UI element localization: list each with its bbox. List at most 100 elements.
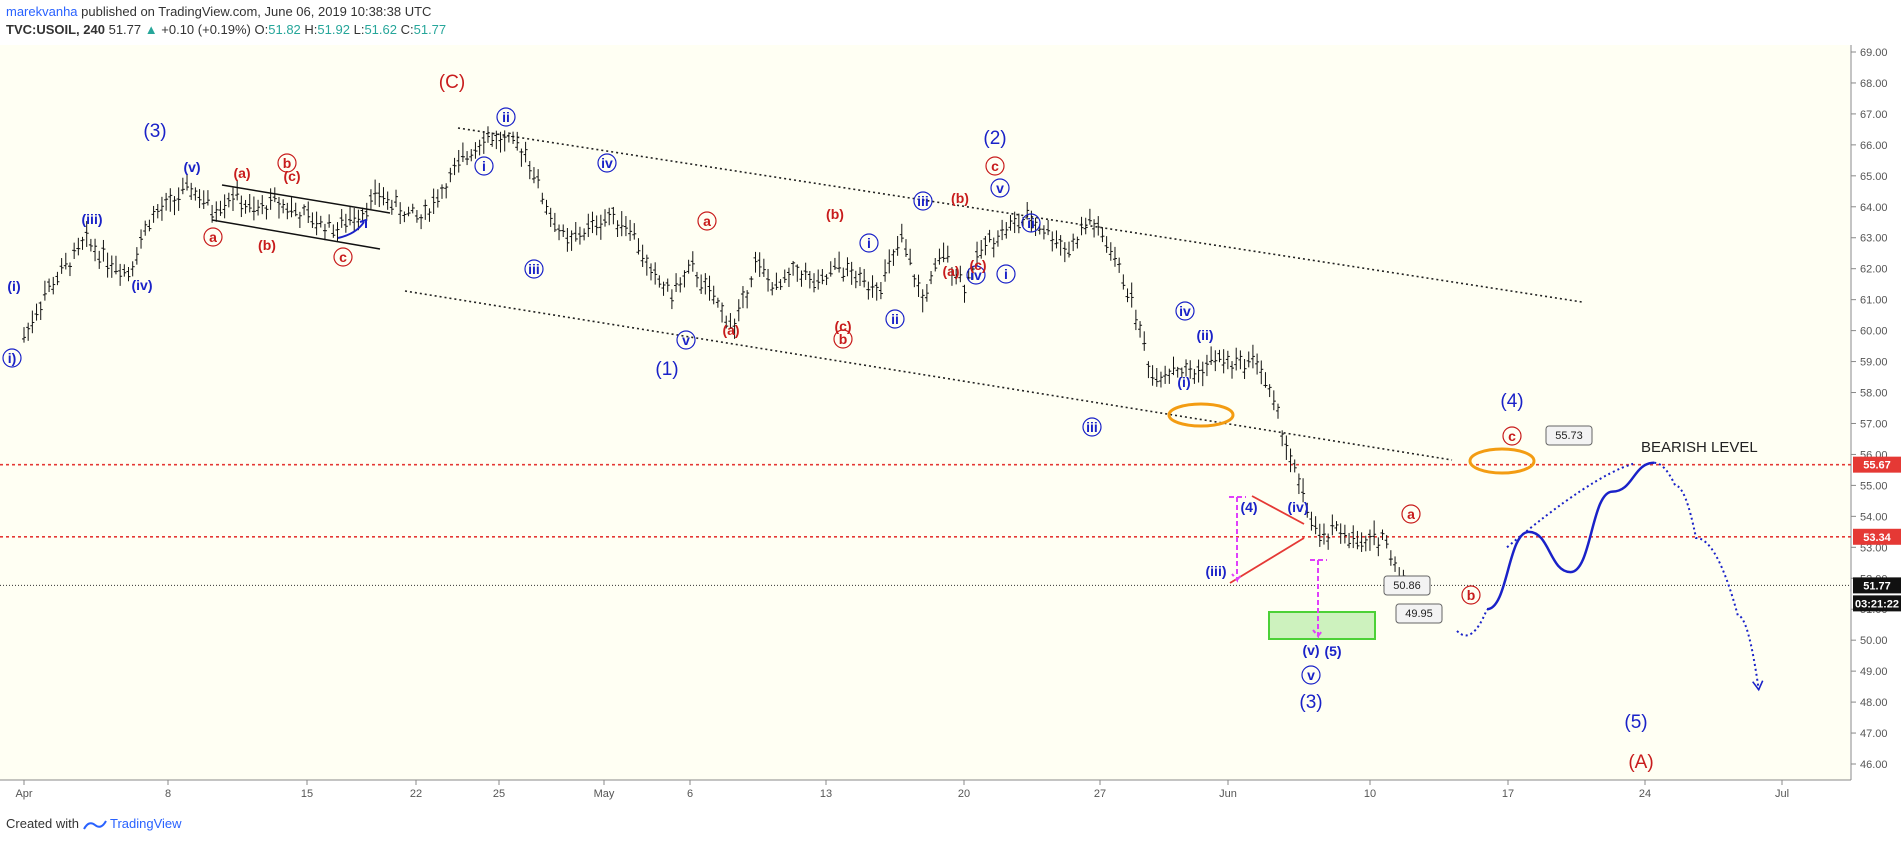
- wave-circle-blue: [524, 259, 544, 279]
- high-value: 51.92: [317, 22, 350, 37]
- wave-label-blue: (2): [983, 128, 1006, 149]
- wave-label-red: a: [1407, 506, 1415, 522]
- callout-label: 49.95: [1405, 608, 1433, 620]
- time-tick-label: 17: [1502, 788, 1514, 800]
- close-value: 51.77: [413, 22, 447, 37]
- time-axis[interactable]: Apr 8 15 22 25 May 6 13 20 27 Jun 10 17 24 Jul: [0, 779, 1851, 800]
- time-tick-label: Jun: [1219, 788, 1237, 800]
- wave-label-blue: (i): [1177, 374, 1190, 390]
- wave-label-red: (c): [834, 318, 851, 334]
- projection-path: [1456, 461, 1764, 692]
- price-tick-label: 66.00: [1860, 140, 1888, 152]
- price-tick-label: 58.00: [1860, 388, 1888, 400]
- wave-label-red: (b): [258, 237, 276, 253]
- trend-drawings: [211, 127, 1583, 584]
- wave-label-blue: v: [1307, 667, 1315, 683]
- price-tick-label: 60.00: [1860, 326, 1888, 338]
- candlestick-series: [22, 126, 1406, 595]
- chart-header: marekvanha published on TradingView.com,…: [6, 3, 446, 37]
- wave-label-blue: iv: [970, 267, 982, 283]
- wave-label-red: (a): [722, 322, 739, 338]
- wave-label-red: (a): [233, 165, 250, 181]
- wave-circle-red: [277, 153, 297, 173]
- created-with: Created with: [6, 816, 79, 831]
- price-tick-label: 46.00: [1860, 759, 1888, 771]
- wave-label-red: (c): [283, 168, 300, 184]
- price-tick-label: 63.00: [1860, 233, 1888, 245]
- measure-arrow-right: [1310, 559, 1327, 639]
- price-tick-label: 68.00: [1860, 78, 1888, 90]
- time-tick-label: 13: [820, 788, 832, 800]
- wave-circle-blue: [1021, 213, 1041, 233]
- flag-upper-line: [221, 184, 391, 214]
- wave-circle-red: [1502, 426, 1522, 446]
- wave-label-blue: (ii): [1196, 327, 1213, 343]
- wave-label-blue: (5): [1324, 643, 1341, 659]
- wave-circle-blue: [990, 178, 1010, 198]
- wave-label-blue: (iv): [132, 277, 153, 293]
- projection-lead-dotted: [1456, 608, 1488, 637]
- wave-label-red: (A): [1628, 752, 1653, 773]
- price-tick-label: 69.00: [1860, 47, 1888, 59]
- wave-circle-blue: [1082, 417, 1102, 437]
- time-tick-label: 27: [1094, 788, 1106, 800]
- tradingview-logo-icon: [82, 816, 110, 831]
- wave-label-blue: i: [482, 158, 486, 174]
- time-tick-label: 24: [1639, 788, 1651, 800]
- tradingview-link[interactable]: TradingView: [110, 816, 182, 831]
- wave-labels: (3) (4) (5) (1) (2) (3) (4) (5) (i) i) (iii) (iv) (v…: [2, 72, 1654, 773]
- wave-label-red: c: [991, 158, 999, 174]
- wave-circle-red: [1461, 585, 1481, 605]
- price-tick-label: 49.00: [1860, 666, 1888, 678]
- wave-label-blue: i: [867, 235, 871, 251]
- measure-arrow-left: [1229, 496, 1246, 583]
- wave-circle-blue: [1301, 665, 1321, 685]
- arrow-head-icon: [1752, 680, 1764, 692]
- price-change: +0.10 (+0.19%): [161, 22, 251, 37]
- author-link[interactable]: marekvanha: [6, 4, 78, 19]
- price-tick-label: 61.00: [1860, 295, 1888, 307]
- callout-box: [1383, 575, 1431, 596]
- wave-circle-red: [333, 247, 353, 267]
- low-label: L:: [353, 22, 365, 37]
- wave-circle-blue: [2, 348, 22, 368]
- price-tick-label: 57.00: [1860, 418, 1888, 430]
- callout-label: 50.86: [1393, 580, 1421, 592]
- price-tick-label: 62.00: [1860, 264, 1888, 276]
- price-axis[interactable]: 46.0047.0048.0049.0050.0051.0052.0053.00…: [1850, 45, 1888, 780]
- wave-label-blue: (v): [183, 159, 200, 175]
- price-tags: 55.67 53.34 51.77 03:21:22: [1853, 456, 1901, 612]
- wave-label-blue: i: [1004, 266, 1008, 282]
- small-arrow-icon: [337, 218, 367, 239]
- wave-circle-red: [985, 156, 1005, 176]
- wave-label-blue: iv: [601, 155, 613, 171]
- time-tick-label: 6: [687, 788, 693, 800]
- wave-label-blue: iii: [917, 193, 929, 209]
- wave-label-red: b: [1467, 587, 1476, 603]
- wave-label-blue: (1): [655, 359, 678, 380]
- wave-label-red: (b): [826, 206, 844, 222]
- wave-label-red: a: [209, 229, 217, 245]
- wave-label-blue: i): [8, 350, 17, 366]
- wave-label-red: (c): [969, 257, 986, 273]
- price-tick-label: 59.00: [1860, 357, 1888, 369]
- symbol-legend: TVC:USOIL, 240 51.77 ▲ +0.10 (+0.19%) O:…: [6, 21, 446, 38]
- wave-label-red: (b): [951, 190, 969, 206]
- time-tick-label: 15: [301, 788, 313, 800]
- wave-label-blue: (v): [1302, 642, 1319, 658]
- wave-circle-blue: [474, 156, 494, 176]
- price-tick-label: 65.00: [1860, 171, 1888, 183]
- wave-label-red: (C): [439, 72, 465, 93]
- time-tick-label: 10: [1364, 788, 1376, 800]
- low-value: 51.62: [364, 22, 397, 37]
- price-callouts: 55.73 50.86 49.95: [1383, 425, 1593, 624]
- up-triangle-icon: ▲: [144, 22, 158, 37]
- price-tag-box: [1853, 595, 1901, 612]
- projection-solid-path: [1486, 461, 1655, 611]
- wave-circle-blue: [496, 107, 516, 127]
- price-tick-label: 64.00: [1860, 202, 1888, 214]
- wave-label-blue: ii: [502, 109, 510, 125]
- wave-label-red: a: [703, 213, 711, 229]
- wave-circle-blue: [859, 233, 879, 253]
